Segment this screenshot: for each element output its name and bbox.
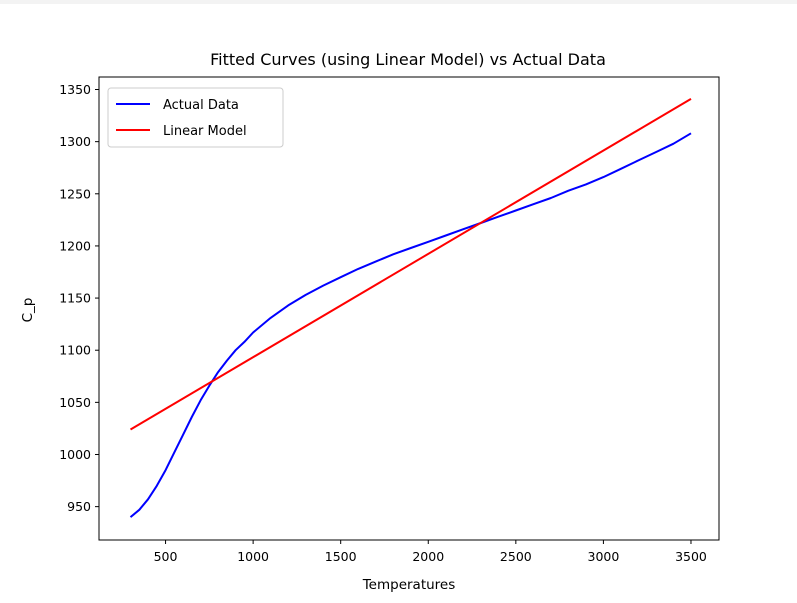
y-tick-label: 1000 [59,447,91,462]
legend: Actual Data Linear Model [107,87,284,148]
x-tick-label: 1500 [325,549,357,564]
x-tick-label: 3500 [675,549,707,564]
plot-area: 500 1000 1500 2000 2500 3000 3500 950 1000 1050 1… [59,76,720,564]
legend-box [107,87,284,148]
y-axis: 950 1000 1050 1100 1150 1200 1250 1300 1350 [59,82,99,514]
x-tick-label: 2500 [500,549,532,564]
legend-label-actual-data: Actual Data [163,98,239,113]
legend-label-linear-model: Linear Model [163,124,247,139]
chart-title: Fitted Curves (using Linear Model) vs Ac… [210,50,606,69]
chart-figure: Fitted Curves (using Linear Model) vs Ac… [0,4,797,603]
x-tick-label: 500 [154,549,178,564]
y-tick-label: 950 [67,499,91,514]
y-tick-label: 1050 [59,395,91,410]
y-tick-label: 1150 [59,291,91,306]
plot-frame [98,76,720,541]
series-line-linear-model [129,98,692,431]
y-tick-label: 1350 [59,82,91,97]
x-tick-label: 1000 [237,549,269,564]
line-chart: Fitted Curves (using Linear Model) vs Ac… [20,50,720,593]
y-tick-label: 1250 [59,186,91,201]
x-axis-label: Temperatures [362,577,456,593]
x-axis: 500 1000 1500 2000 2500 3000 3500 [154,540,707,564]
y-axis-label: C_p [20,298,36,323]
x-tick-label: 2000 [412,549,444,564]
series-layer [129,98,692,518]
y-tick-label: 1100 [59,343,91,358]
y-tick-label: 1300 [59,134,91,149]
series-line-actual-data [129,132,692,518]
y-tick-label: 1200 [59,238,91,253]
x-tick-label: 3000 [588,549,620,564]
